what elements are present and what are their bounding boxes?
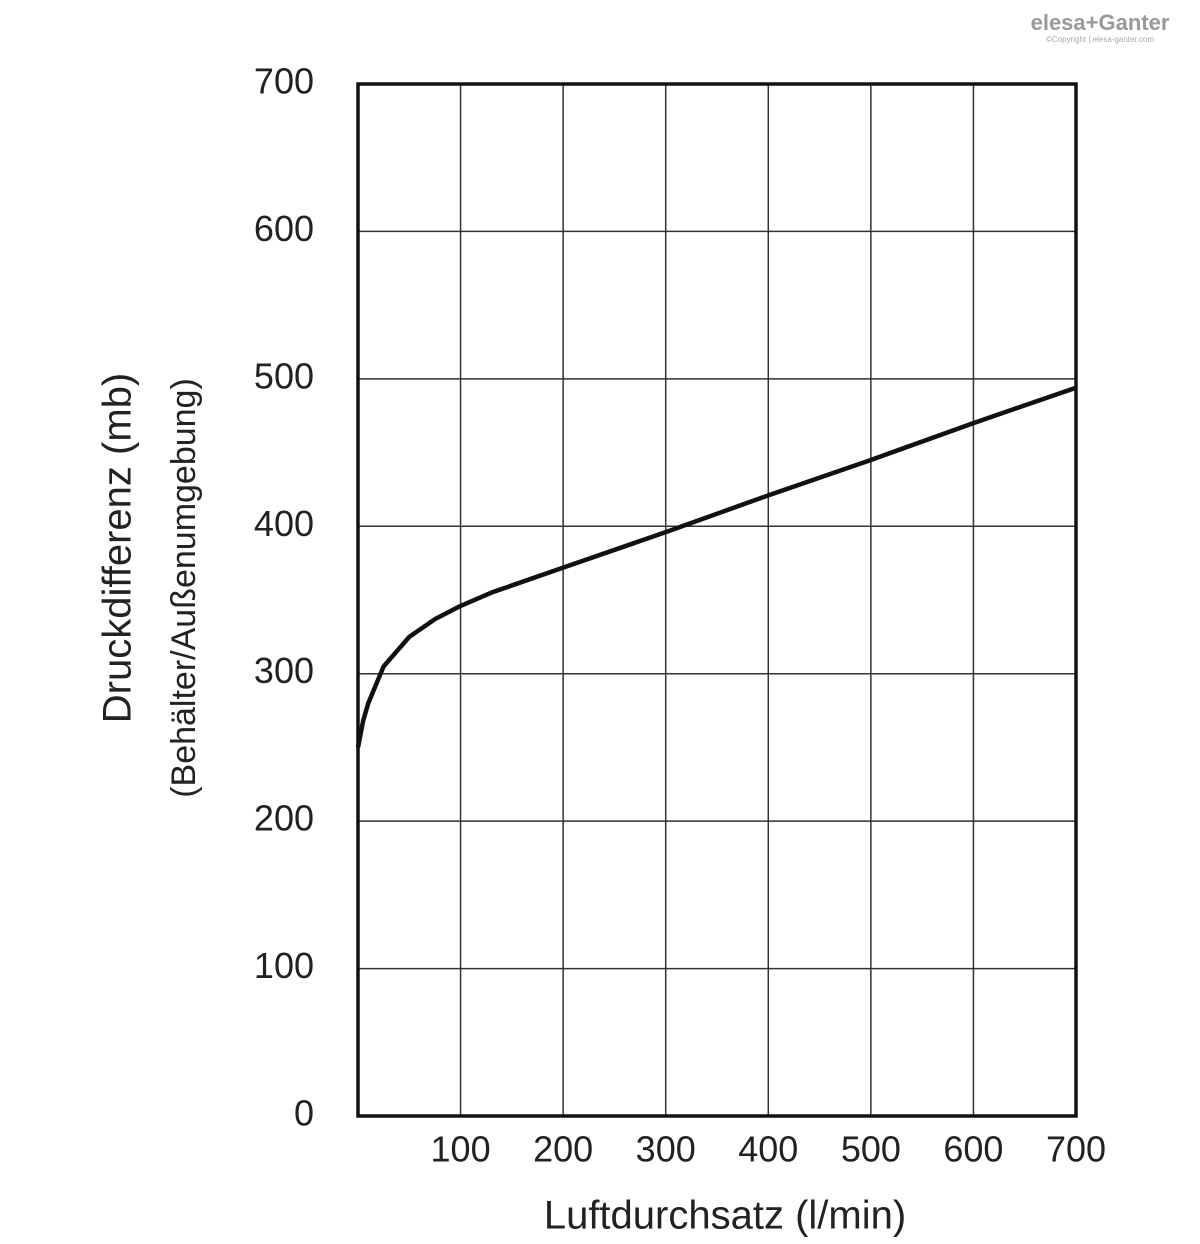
x-tick-label: 500 (841, 1129, 901, 1170)
y-tick-label: 600 (254, 208, 314, 249)
x-tick-label: 700 (1046, 1129, 1106, 1170)
x-tick-label: 200 (533, 1129, 593, 1170)
y-axis-title: Druckdifferenz (mb) (96, 373, 140, 723)
y-tick-label: 200 (254, 798, 314, 839)
x-tick-label: 400 (738, 1129, 798, 1170)
y-tick-label: 700 (254, 61, 314, 102)
copyright: ©Copyright | elesa-ganter.com (1046, 35, 1154, 44)
data-line (355, 385, 1077, 748)
y-tick-label: 400 (254, 503, 314, 544)
plot-frame (356, 82, 1078, 1118)
y-axis-subtitle: (Behälter/Außenumgebung) (165, 378, 203, 798)
y-tick-label: 500 (254, 355, 314, 396)
y-tick-label: 100 (254, 945, 314, 986)
x-tick-label: 100 (431, 1129, 491, 1170)
x-axis-title: Luftdurchsatz (l/min) (544, 1194, 906, 1238)
y-tick-label: 300 (254, 650, 314, 691)
x-tick-label: 600 (943, 1129, 1003, 1170)
y-tick-label: 0 (294, 1093, 314, 1134)
logo: elesa+Ganter (1031, 10, 1170, 35)
x-tick-label: 300 (636, 1129, 696, 1170)
